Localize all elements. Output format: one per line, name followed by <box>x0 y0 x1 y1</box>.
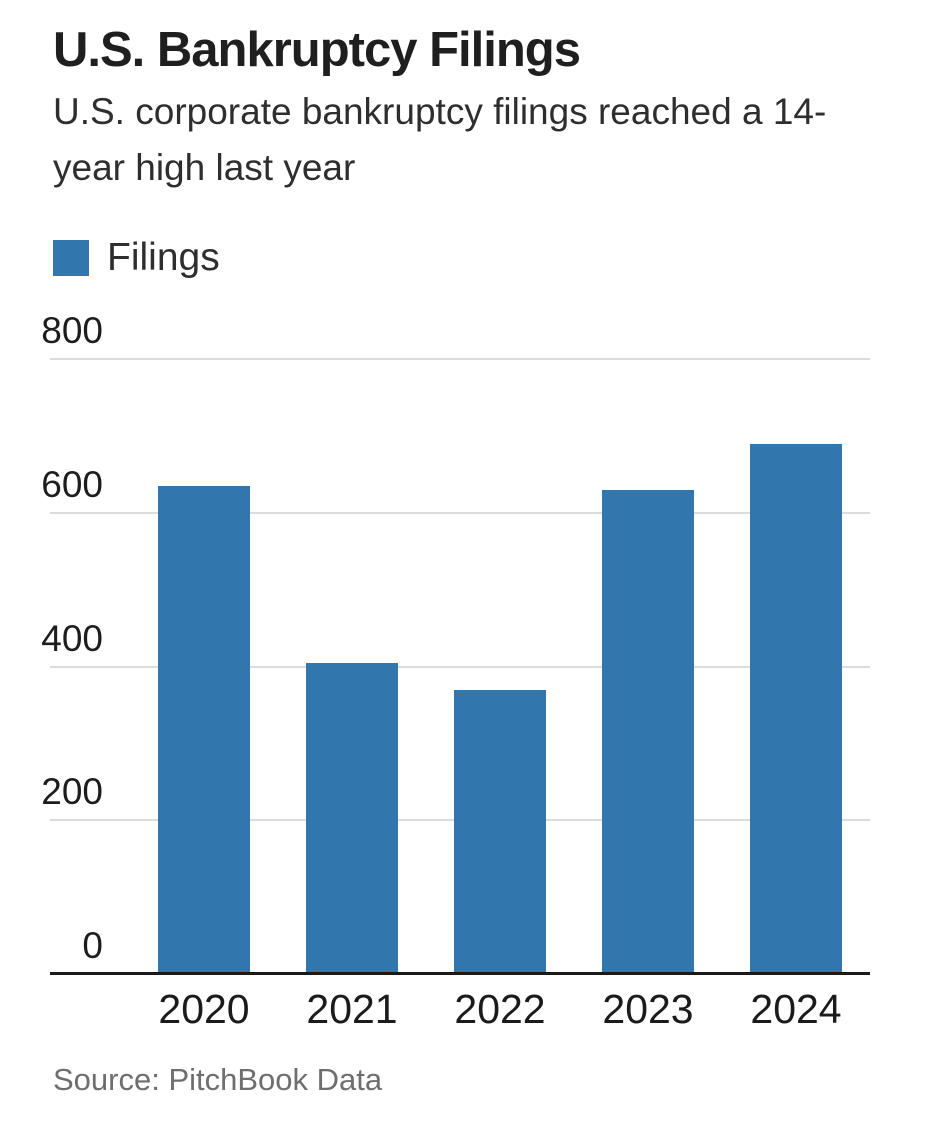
gridline-400 <box>50 665 870 668</box>
bar-2024 <box>750 443 842 975</box>
gridline-800 <box>50 358 870 360</box>
bar-2020 <box>158 485 250 975</box>
gridline-600 <box>50 511 870 514</box>
y-tick-label-0: 0 <box>82 925 103 966</box>
y-tick-label-200: 200 <box>41 771 103 813</box>
source-note: Source: PitchBook Data <box>53 1062 383 1097</box>
bar-2021 <box>306 662 398 975</box>
x-tick-label-2024: 2024 <box>750 986 842 1032</box>
x-tick-label-2021: 2021 <box>306 986 398 1032</box>
legend-label-filings: Filings <box>107 236 220 279</box>
x-tick-label-2023: 2023 <box>602 986 694 1032</box>
bar-2023 <box>602 489 694 975</box>
x-tick-label-2020: 2020 <box>158 986 250 1032</box>
chart-title: U.S. Bankruptcy Filings <box>53 23 581 77</box>
x-axis-line <box>50 972 870 975</box>
x-tick-label-2022: 2022 <box>454 986 546 1032</box>
bar-2022 <box>454 689 546 975</box>
legend-swatch-filings <box>53 240 89 276</box>
chart-subtitle-line-2: year high last year <box>53 147 356 188</box>
legend: Filings <box>53 236 220 280</box>
y-tick-label-600: 600 <box>41 463 103 505</box>
chart-subtitle: U.S. corporate bankruptcy filings reache… <box>53 84 826 196</box>
chart-subtitle-line-1: U.S. corporate bankruptcy filings reache… <box>53 91 827 132</box>
y-tick-label-400: 400 <box>41 617 103 659</box>
y-tick-label-800: 800 <box>41 310 103 351</box>
